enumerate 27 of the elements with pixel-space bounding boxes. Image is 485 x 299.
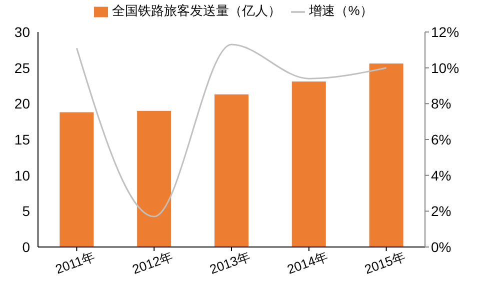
y-tick-label: 10 [14, 167, 30, 184]
y-tick-label: 20 [14, 96, 30, 112]
y2-tick-label: 12% [431, 24, 460, 40]
y2-tick-label: 2% [431, 203, 452, 220]
x-tick-label: 2011年 [53, 248, 97, 277]
y2-tick-label: 6% [431, 131, 452, 148]
y-tick-label: 30 [14, 24, 30, 40]
y2-tick-label: 10% [431, 60, 460, 76]
bar [60, 112, 94, 247]
legend-label: 全国铁路旅客发送量（亿人） [112, 3, 282, 18]
y2-tick-label: 8% [431, 96, 452, 112]
y-tick-label: 0 [22, 238, 30, 255]
y-tick-label: 5 [22, 203, 30, 220]
line-series [76, 44, 388, 218]
bar [369, 64, 404, 247]
legend-label: 增速（%） [309, 3, 373, 18]
y-tick-label: 15 [14, 131, 30, 148]
bar [292, 81, 326, 247]
bar [214, 94, 248, 247]
y-tick-label: 25 [14, 60, 30, 76]
bar [137, 110, 172, 247]
x-tick-label: 2012年 [130, 248, 175, 277]
x-tick-label: 2013年 [208, 248, 252, 277]
x-tick-label: 2015年 [362, 248, 408, 277]
x-tick-label: 2014年 [285, 248, 330, 277]
y2-tick-label: 4% [431, 167, 452, 184]
y2-tick-label: 0% [431, 238, 452, 255]
